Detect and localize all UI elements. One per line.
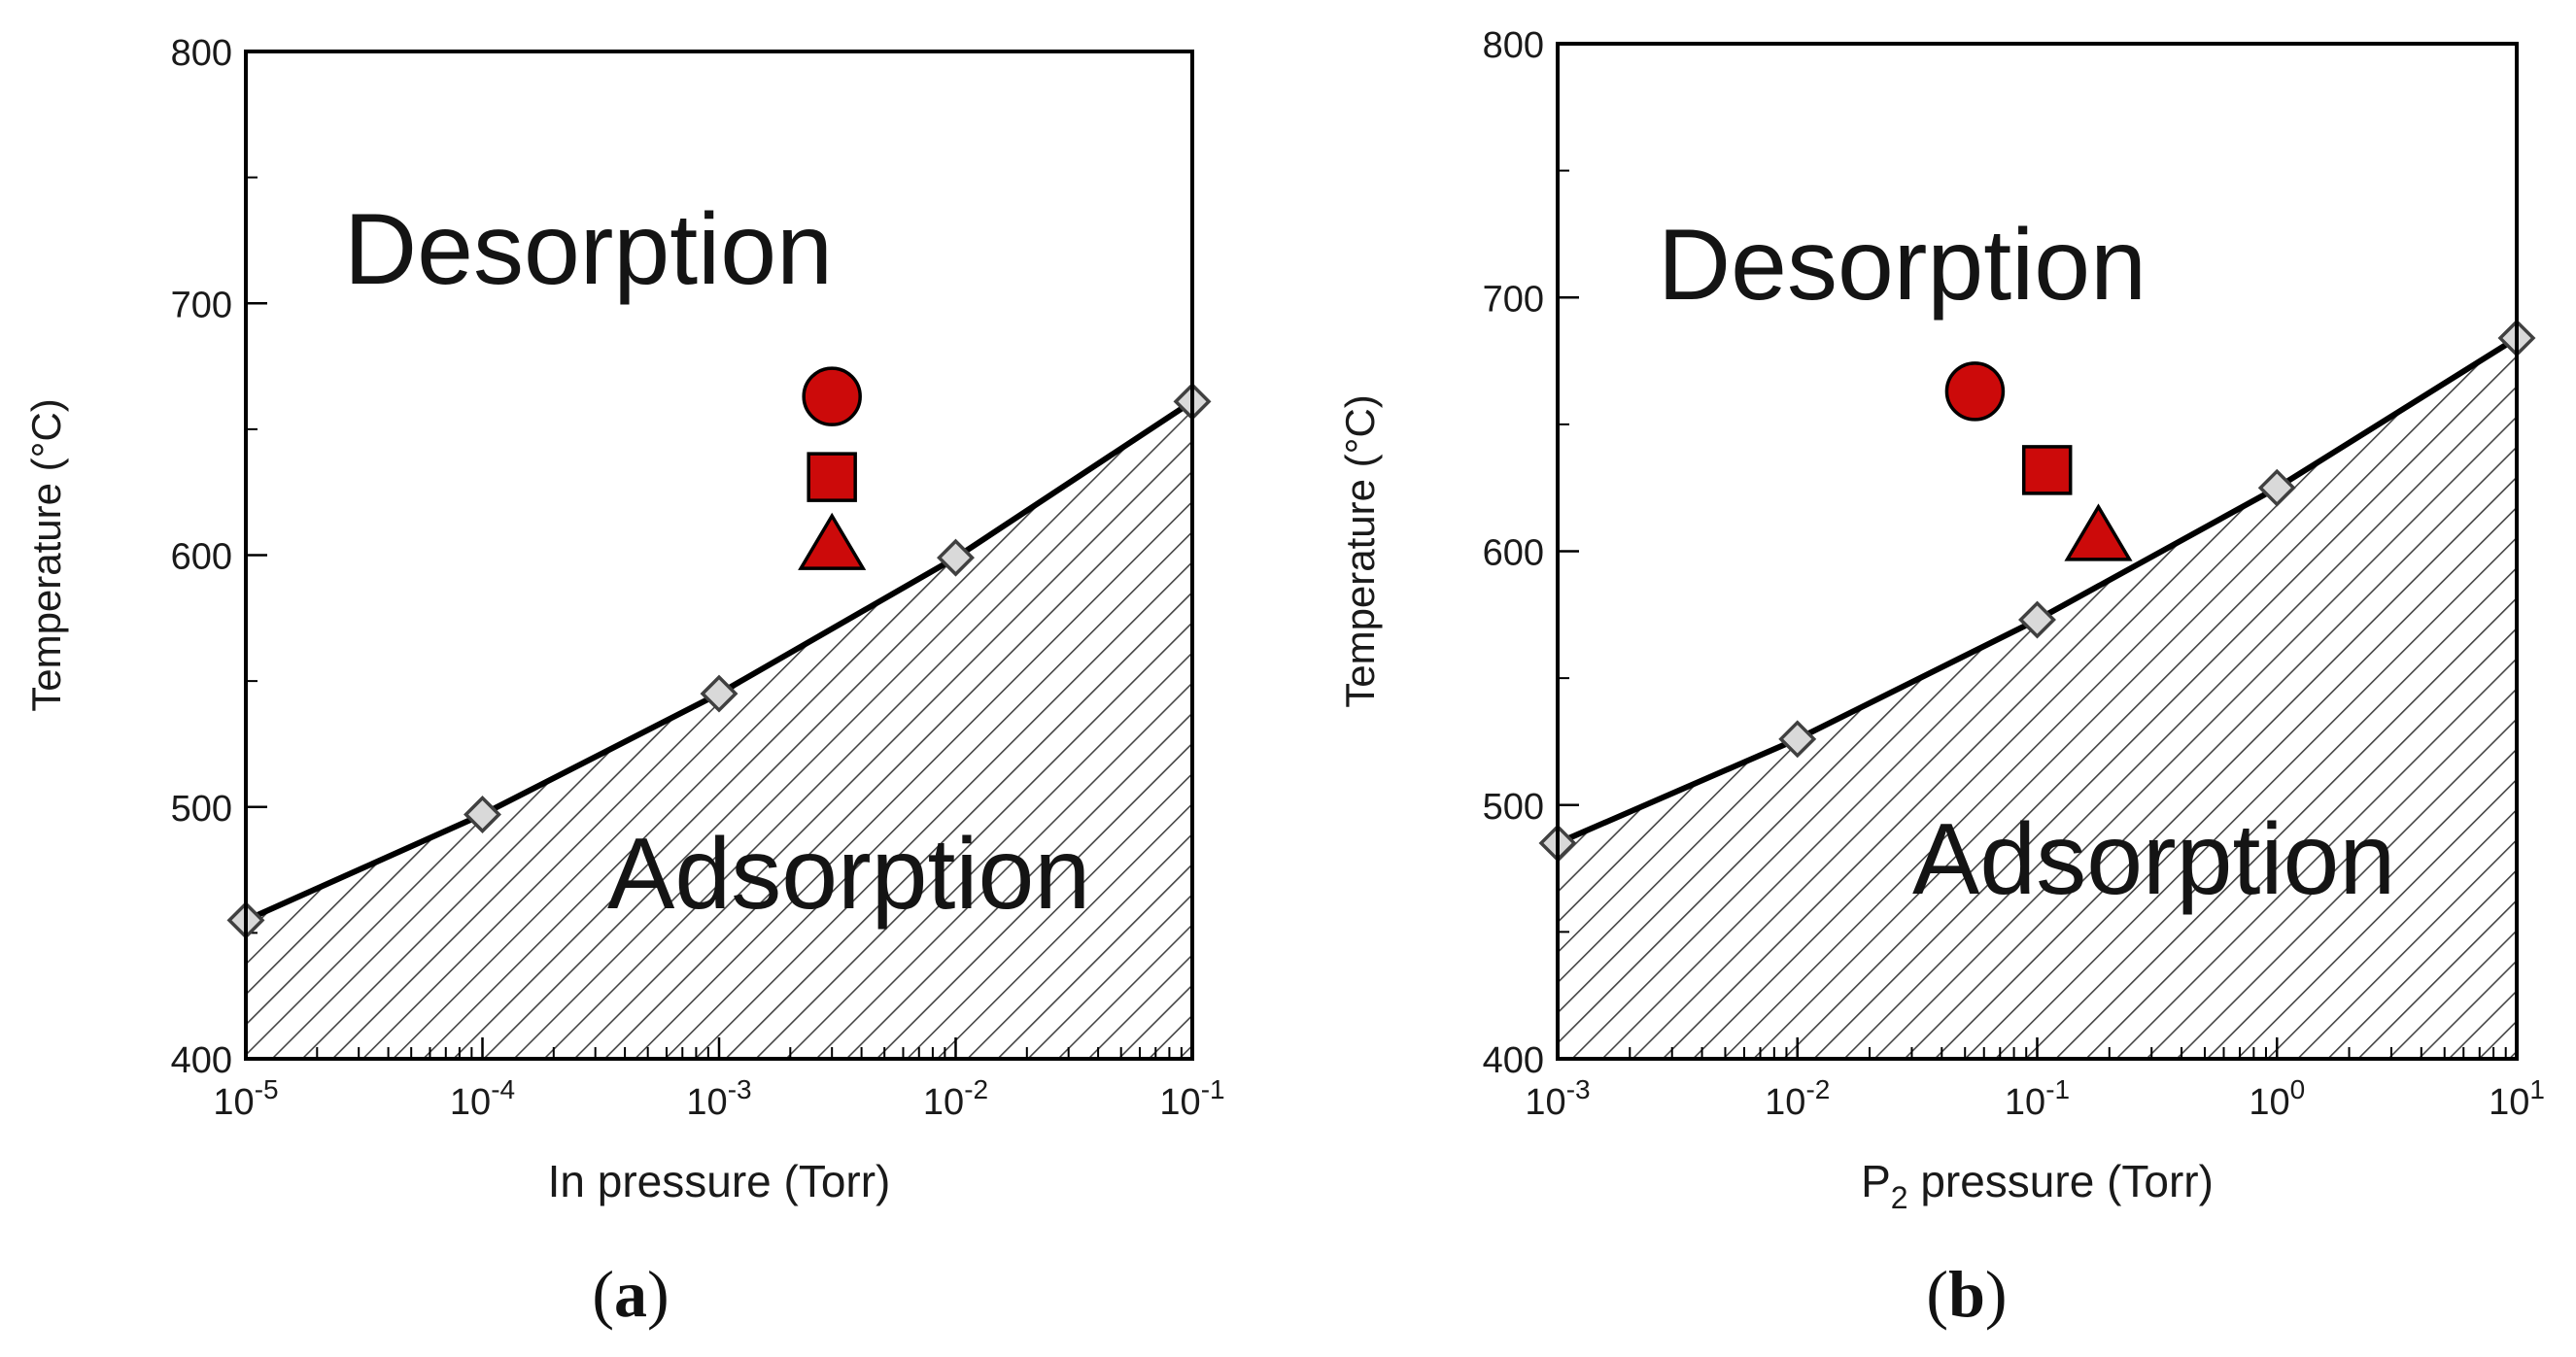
panel-a-y-tick-label: 400 [171, 1040, 232, 1081]
panel-a-adsorption-region [246, 401, 1192, 1059]
panel-a-x-axis-title: In pressure (Torr) [548, 1156, 891, 1206]
panel-a-adsorption-label: Adsorption [607, 818, 1090, 931]
panel-b-x-tick-label: 100 [2249, 1074, 2305, 1123]
panel-a-desorption-label: Desorption [344, 193, 833, 306]
panel-a-x-tick-label: 10-1 [1159, 1074, 1224, 1123]
panel-b-y-tick-label: 700 [1483, 279, 1544, 320]
panel-b-growth-point-square [2021, 445, 2073, 495]
panel-b-y-tick-label: 400 [1483, 1040, 1544, 1081]
panel-b-x-axis-title: P2 pressure (Torr) [1861, 1156, 2214, 1215]
panel-b-adsorption-region [1558, 338, 2517, 1059]
panel-b-desorption-label: Desorption [1658, 209, 2147, 322]
panel-a-growth-point-square [807, 452, 857, 502]
panel-b-plot-frame [1556, 42, 2519, 1061]
panel-b-x-tick-label: 101 [2489, 1074, 2545, 1123]
panel-a-y-tick-label: 700 [171, 285, 232, 325]
panel-b-caption: (b) [1926, 1257, 2007, 1331]
panel-a-boundary-point [464, 796, 501, 834]
panel-a-y-tick-label: 600 [171, 537, 232, 578]
panel-a-boundary-point [700, 674, 738, 713]
panel-b-adsorption-label: Adsorption [1912, 803, 2395, 916]
panel-a-boundary-point [937, 538, 975, 577]
panel-b-x-tick-label: 10-2 [1765, 1074, 1830, 1123]
chart-panel-b: 10-3 10-2 10-1 100 101 400 500 600 700 800 Desorpt… [1337, 25, 2545, 1331]
panel-a-y-tick-label: 800 [171, 33, 232, 74]
chart-panel-a: 10-5 10-4 10-3 10-2 10-1 400 500 600 700 800 Desor… [23, 33, 1225, 1331]
panel-b-x-tick-label: 10-3 [1525, 1074, 1590, 1123]
panel-a-x-tick-label: 10-4 [450, 1074, 515, 1123]
panel-a-growth-point-circle [802, 366, 862, 426]
panel-a-x-tick-label: 10-5 [213, 1074, 278, 1123]
panel-b-y-tick-label: 600 [1483, 533, 1544, 574]
panel-b-boundary-point [2018, 600, 2056, 639]
panel-a-caption: (a) [592, 1257, 669, 1331]
panel-b-y-axis-title: Temperature (°C) [1337, 394, 1383, 708]
panel-a-x-tick-label: 10-2 [923, 1074, 988, 1123]
panel-a-y-axis-title: Temperature (°C) [23, 398, 69, 712]
panel-b-growth-point-circle [1944, 361, 2006, 422]
panel-b-growth-point-triangle [2064, 503, 2133, 561]
panel-a-x-tick-label: 10-3 [686, 1074, 751, 1123]
panel-a-plot-frame [244, 50, 1194, 1061]
panel-b-boundary-point [1778, 720, 1817, 759]
panel-b-y-tick-label: 500 [1483, 787, 1544, 828]
panel-a-y-tick-label: 500 [171, 789, 232, 830]
panel-b-y-tick-label: 800 [1483, 25, 1544, 66]
panel-b-x-tick-label: 10-1 [2005, 1074, 2070, 1123]
panel-b-boundary-point [2257, 468, 2296, 507]
panel-a-growth-point-triangle [798, 512, 867, 570]
